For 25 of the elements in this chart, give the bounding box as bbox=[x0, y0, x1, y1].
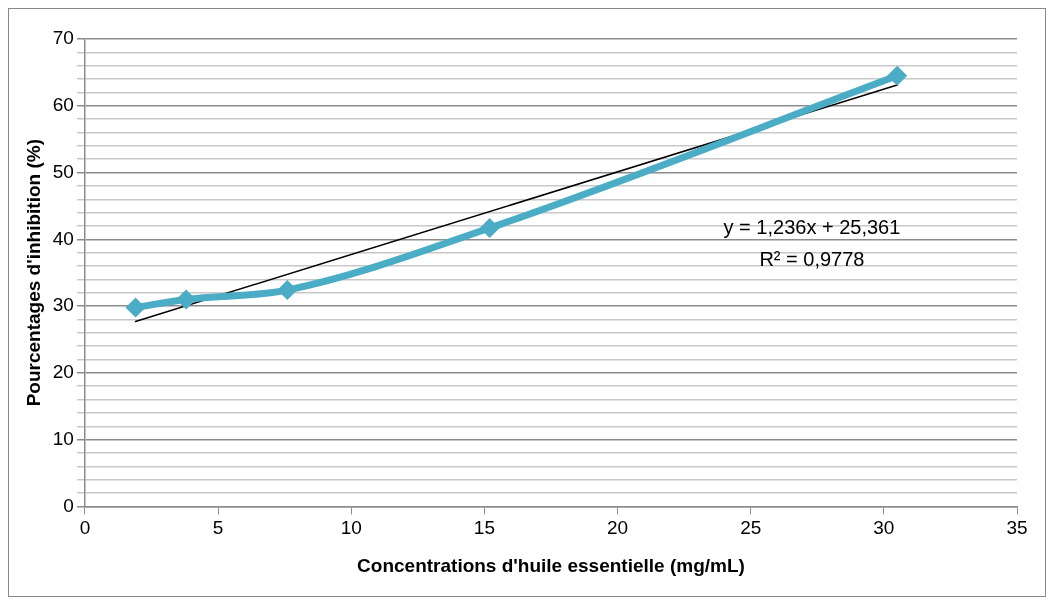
y-axis-title: Pourcentages d'inhibition (%) bbox=[22, 139, 44, 407]
y-tick-label: 60 bbox=[52, 94, 74, 116]
x-tick-label: 25 bbox=[740, 517, 762, 539]
x-axis-title: Concentrations d'huile essentielle (mg/mL) bbox=[357, 554, 745, 576]
y-tick-label: 10 bbox=[52, 427, 74, 449]
point bbox=[125, 297, 146, 318]
point bbox=[479, 217, 500, 238]
y-tick-label: 40 bbox=[52, 227, 74, 249]
x-tick-label: 30 bbox=[873, 517, 895, 539]
point bbox=[176, 289, 197, 310]
x-tick-label: 5 bbox=[212, 517, 224, 539]
x-tick-label: 15 bbox=[473, 517, 495, 539]
y-tick-label: 20 bbox=[52, 361, 74, 383]
y-tick-label: 70 bbox=[52, 27, 74, 49]
annotation: y = 1,236x + 25,361 bbox=[723, 215, 901, 238]
x-tick-label: 35 bbox=[1006, 517, 1028, 539]
point bbox=[887, 65, 908, 86]
y-tick-label: 50 bbox=[52, 160, 74, 182]
x-tick-label: 0 bbox=[79, 517, 91, 539]
point bbox=[277, 280, 298, 301]
x-tick-label: 10 bbox=[340, 517, 362, 539]
x-tick-label: 20 bbox=[606, 517, 629, 539]
y-tick-label: 0 bbox=[63, 494, 74, 516]
y-tick-label: 30 bbox=[52, 294, 74, 316]
annotation: R² = 0,9778 bbox=[759, 247, 865, 270]
